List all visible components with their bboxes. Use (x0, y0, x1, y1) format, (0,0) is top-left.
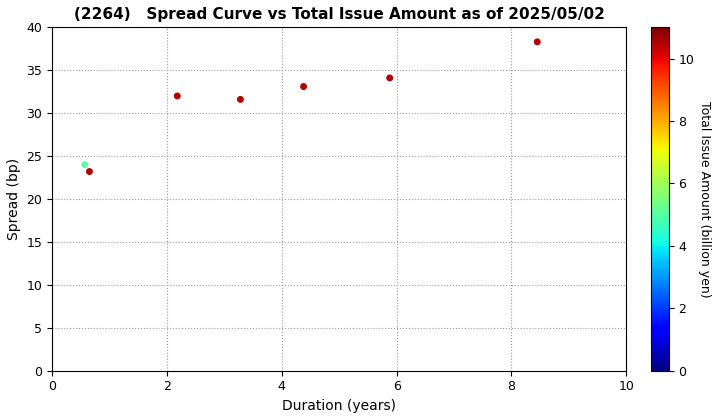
Title: (2264)   Spread Curve vs Total Issue Amount as of 2025/05/02: (2264) Spread Curve vs Total Issue Amoun… (73, 7, 605, 22)
X-axis label: Duration (years): Duration (years) (282, 399, 396, 413)
Point (531, 39, 543, 45)
Point (298, 83, 310, 90)
Point (84, 168, 95, 175)
Y-axis label: Total Issue Amount (billion yen): Total Issue Amount (billion yen) (698, 101, 711, 297)
Point (171, 93, 183, 100)
Point (235, 96, 246, 103)
Point (384, 75, 395, 81)
Y-axis label: Spread (bp): Spread (bp) (7, 158, 21, 240)
Point (79, 161, 91, 168)
